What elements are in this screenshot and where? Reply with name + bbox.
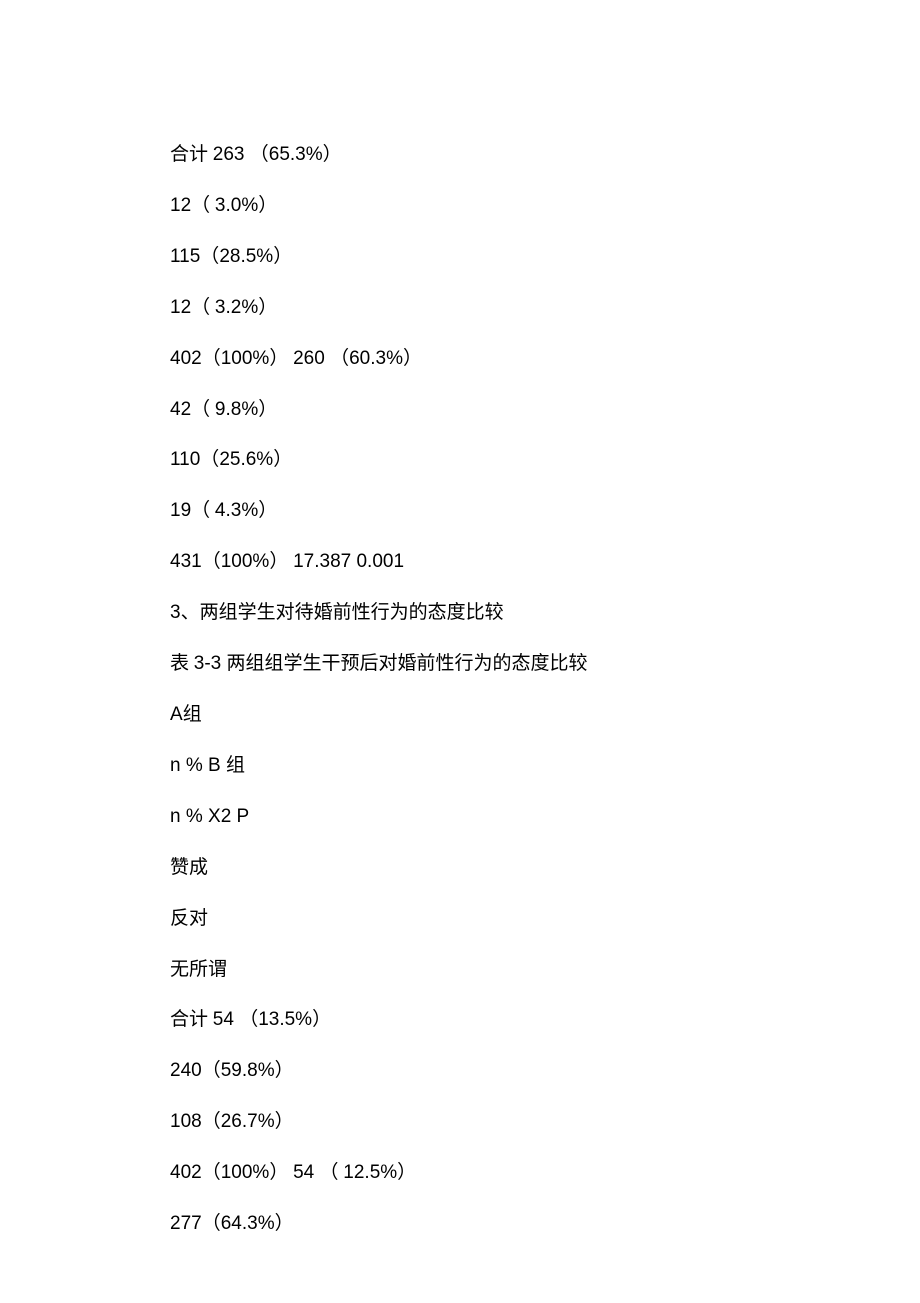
text-line: 277（64.3%） bbox=[170, 1199, 750, 1250]
text-line: 108（26.7%） bbox=[170, 1097, 750, 1148]
text-line: 19（ 4.3%） bbox=[170, 486, 750, 537]
text-line: 表 3-3 两组组学生干预后对婚前性行为的态度比较 bbox=[170, 639, 750, 690]
text-line: 42（ 9.8%） bbox=[170, 385, 750, 436]
text-line: 12（ 3.2%） bbox=[170, 283, 750, 334]
text-line: 3、两组学生对待婚前性行为的态度比较 bbox=[170, 588, 750, 639]
text-line: n % B 组 bbox=[170, 741, 750, 792]
text-line: 431（100%） 17.387 0.001 bbox=[170, 537, 750, 588]
text-line: 402（100%） 260 （60.3%） bbox=[170, 334, 750, 385]
text-line: 240（59.8%） bbox=[170, 1046, 750, 1097]
text-line: 402（100%） 54 （ 12.5%） bbox=[170, 1148, 750, 1199]
text-line: A组 bbox=[170, 690, 750, 741]
text-line: 115（28.5%） bbox=[170, 232, 750, 283]
text-line: n % X2 P bbox=[170, 792, 750, 843]
text-line: 合计 54 （13.5%） bbox=[170, 995, 750, 1046]
text-line: 12（ 3.0%） bbox=[170, 181, 750, 232]
document-body: 合计 263 （65.3%）12（ 3.0%）115（28.5%）12（ 3.2… bbox=[170, 130, 750, 1250]
text-line: 赞成 bbox=[170, 843, 750, 894]
text-line: 反对 bbox=[170, 894, 750, 945]
text-line: 无所谓 bbox=[170, 945, 750, 996]
text-line: 110（25.6%） bbox=[170, 435, 750, 486]
text-line: 合计 263 （65.3%） bbox=[170, 130, 750, 181]
